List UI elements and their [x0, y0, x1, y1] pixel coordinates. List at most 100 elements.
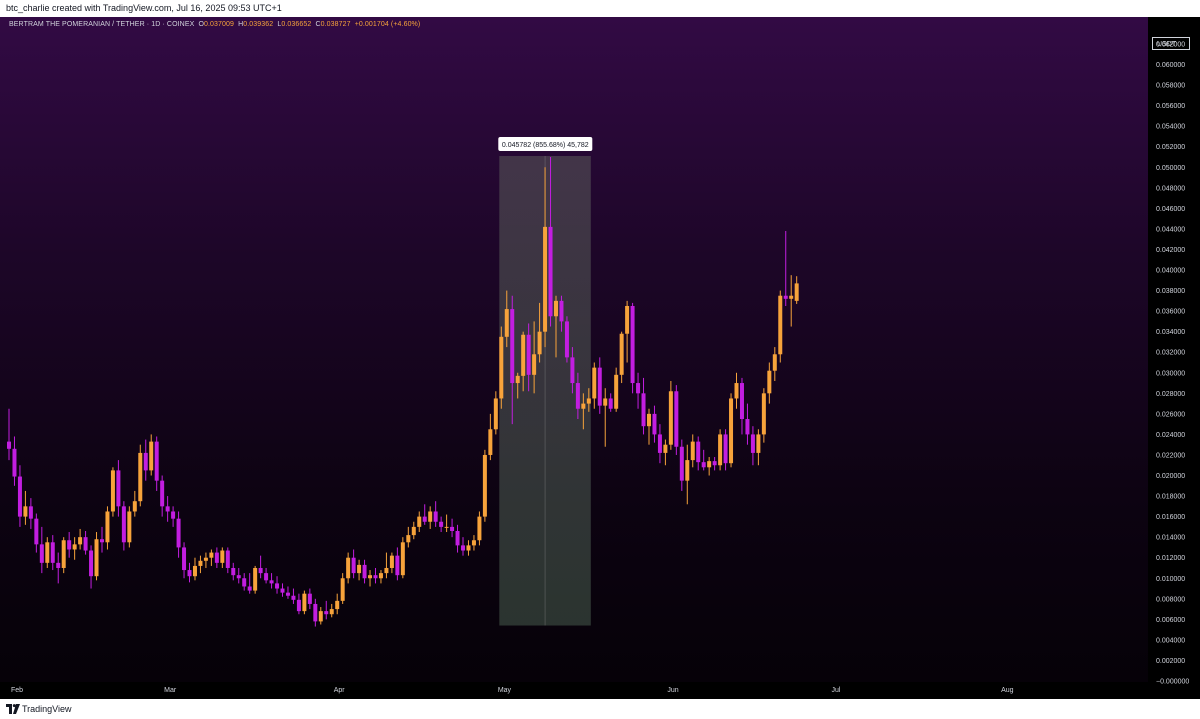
price-axis[interactable]: [1148, 17, 1200, 699]
candle-body-up: [537, 331, 542, 355]
candle-body-up: [619, 333, 624, 375]
candle-body-down: [275, 583, 280, 589]
candle-body-up: [493, 398, 498, 430]
candle-body-down: [176, 518, 181, 548]
symbol-legend: BERTRAM THE POMERANIAN / TETHER · 1D · C…: [9, 21, 420, 28]
candle-body-down: [242, 578, 247, 587]
candle-body-up: [302, 593, 307, 612]
candle-body-down: [34, 518, 39, 545]
candle-body-down: [99, 539, 104, 543]
candle-body-up: [685, 460, 690, 481]
candle-body-down: [461, 545, 466, 551]
high-label: H: [238, 21, 244, 28]
candle-body-up: [346, 557, 351, 579]
candle-body-up: [138, 452, 143, 502]
candle-body-up: [400, 542, 405, 576]
candle-body-down: [548, 226, 553, 317]
candle-body-up: [543, 226, 548, 332]
candle-body-down: [750, 434, 755, 453]
candle-body-down: [280, 588, 285, 593]
candle-body-down: [231, 567, 236, 576]
candle-body-down: [214, 552, 219, 563]
footer-bar: TradingView: [0, 699, 1200, 719]
candle-body-down: [439, 521, 444, 527]
candle-body-up: [767, 370, 772, 394]
candle-body-down: [247, 586, 252, 591]
candle-body-up: [625, 305, 630, 334]
candle-body-up: [132, 501, 137, 512]
candle-body-down: [652, 413, 657, 435]
candle-body-up: [72, 544, 77, 550]
candle-body-down: [39, 544, 44, 563]
candle-body-down: [395, 555, 400, 576]
candle-body-down: [143, 452, 148, 471]
candle-body-down: [362, 564, 367, 579]
open-label: O: [198, 21, 204, 28]
candle-body-up: [444, 526, 449, 528]
candle-body-down: [56, 562, 61, 568]
candle-body-down: [12, 448, 17, 477]
candle-body-up: [521, 334, 526, 376]
candle-body-up: [94, 539, 99, 577]
candle-body-up: [592, 367, 597, 399]
candle-body-down: [608, 398, 613, 409]
candle-body-up: [406, 535, 411, 543]
candle-body-up: [428, 511, 433, 522]
candle-body-up: [734, 383, 739, 399]
candle-body-up: [482, 454, 487, 517]
candle-body-up: [220, 550, 225, 563]
candle-body-down: [7, 441, 11, 449]
top-caption-bar: btc_charlie created with TradingView.com…: [0, 0, 1200, 17]
candle-body-up: [761, 393, 766, 435]
candle-body-down: [67, 540, 72, 550]
candle-body-up: [515, 375, 520, 384]
time-axis[interactable]: [0, 682, 1148, 699]
candle-body-down: [296, 599, 301, 612]
candle-body-up: [729, 398, 734, 464]
candle-body-up: [466, 545, 471, 551]
candle-body-up: [690, 441, 695, 461]
candle-body-down: [570, 357, 575, 384]
open-value: 0.037009: [204, 21, 234, 28]
measure-label-box: [498, 136, 593, 151]
candle-body-down: [50, 542, 55, 563]
candle-body-down: [373, 575, 378, 579]
candle-body-up: [368, 575, 373, 579]
candle-body-up: [357, 564, 362, 574]
candle-body-up: [663, 444, 668, 453]
candle-body-down: [160, 480, 165, 507]
candle-body-down: [313, 603, 318, 622]
candle-body-up: [646, 413, 651, 427]
candle-body-up: [192, 565, 197, 577]
candle-body-down: [564, 321, 569, 358]
candle-body-up: [417, 516, 422, 527]
author-caption: btc_charlie created with TradingView.com…: [6, 3, 282, 13]
candle-body-down: [351, 557, 356, 574]
candle-body-up: [198, 560, 203, 566]
candle-body-up: [78, 537, 83, 545]
candle-body-up: [318, 611, 323, 622]
candle-body-up: [477, 516, 482, 541]
candle-body-up: [45, 542, 50, 563]
candle-body-down: [575, 383, 580, 409]
candle-body-up: [614, 374, 619, 409]
candle-body-down: [83, 537, 88, 551]
candle-body-up: [340, 578, 345, 601]
candle-body-down: [89, 550, 94, 577]
candle-body-up: [209, 552, 214, 558]
low-value: 0.036652: [281, 21, 312, 28]
close-value: 0.038727: [320, 21, 351, 28]
candle-body-up: [471, 540, 476, 546]
candle-body-down: [121, 506, 126, 543]
symbol-name: BERTRAM THE POMERANIAN / TETHER · 1D · C…: [9, 21, 195, 28]
candle-body-up: [203, 557, 208, 561]
candle-body-down: [258, 567, 263, 574]
candle-body-down: [422, 516, 427, 522]
candle-body-down: [455, 530, 460, 546]
candle-body-down: [225, 550, 230, 568]
chart-area[interactable]: 0.045782 (855.68%) 45,782 BERTRAM THE PO…: [0, 17, 1200, 699]
candle-body-down: [28, 506, 33, 519]
currency-selector[interactable]: USDT: [1152, 37, 1190, 50]
candlestick-chart[interactable]: 0.045782 (855.68%) 45,782: [0, 17, 1200, 699]
candle-body-down: [116, 470, 121, 507]
